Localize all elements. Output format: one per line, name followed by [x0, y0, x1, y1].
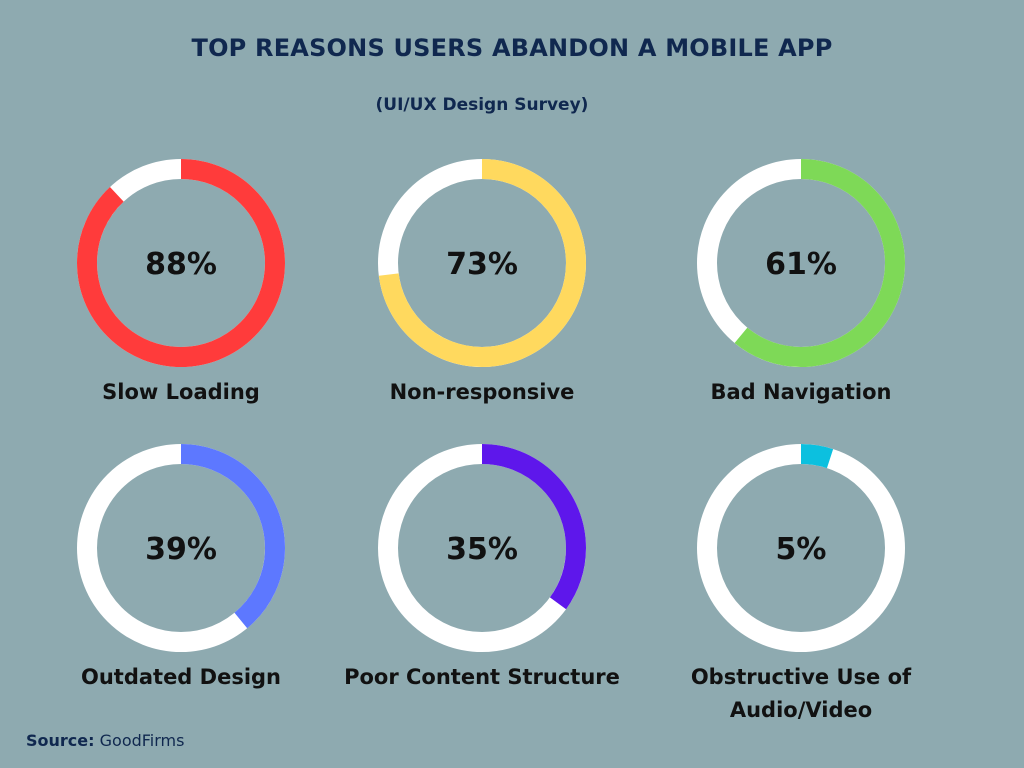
donut-arc-slow-loading	[77, 159, 285, 367]
donut-arc-bad-navigation	[697, 159, 905, 367]
donut-value-non-responsive: 73%	[446, 247, 518, 282]
donut-label-obstructive-use-of-audio-video: Obstructive Use of Audio/Video	[690, 665, 912, 722]
donut-value-bad-navigation: 61%	[765, 247, 837, 282]
source-label: Source:	[26, 731, 95, 750]
source-value: GoodFirms	[99, 731, 185, 750]
donut-arc-non-responsive	[378, 159, 586, 367]
donut-label-slow-loading: Slow Loading	[102, 380, 260, 404]
donut-value-slow-loading: 88%	[145, 247, 217, 282]
donut-arc-outdated-design	[77, 444, 285, 652]
donut-label-outdated-design: Outdated Design	[80, 665, 282, 689]
donut-arc-obstructive-use-of-audio-video	[697, 444, 905, 652]
donut-label-non-responsive: Non-responsive	[389, 380, 575, 404]
donut-arc-poor-content-structure	[378, 444, 586, 652]
chart-subtitle: (UI/UX Design Survey)	[375, 95, 589, 115]
donut-value-poor-content-structure: 35%	[446, 532, 518, 567]
donut-value-outdated-design: 39%	[145, 532, 217, 567]
source-note: Source: GoodFirms	[26, 731, 184, 750]
donut-label-bad-navigation: Bad Navigation	[710, 380, 892, 404]
donut-label-poor-content-structure: Poor Content Structure	[344, 665, 620, 689]
donut-value-obstructive-use-of-audio-video: 5%	[776, 532, 827, 567]
chart-title: TOP REASONS USERS ABANDON A MOBILE APP	[191, 34, 833, 62]
